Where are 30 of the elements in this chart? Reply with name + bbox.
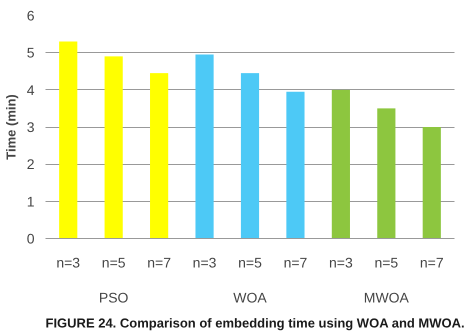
y-axis-title: Time (min) [4,94,19,160]
bar [240,73,260,238]
x-tick-label: n=7 [420,254,444,270]
text: PSO [98,290,129,306]
bar [286,92,305,238]
x-tick-label: n=5 [102,254,126,270]
y-tick-label: 0 [26,230,35,246]
bar [104,56,123,238]
y-tick-label: 4 [26,82,35,98]
x-tick-label: n=5 [374,254,398,270]
x-tick-label: n=3 [56,254,80,270]
y-tick-label: 1 [26,193,35,210]
x-tick-label: n=5 [238,254,262,270]
x-tick-label: n=3 [329,254,353,270]
y-tick-label: 5 [26,44,35,61]
bar [150,73,168,238]
y-tick-label: 3 [26,119,35,135]
bar [377,108,396,238]
bar [332,90,350,238]
x-tick-label: n=7 [284,254,308,270]
text: WOA [233,290,268,306]
y-tick-label: 6 [26,8,35,24]
bar [422,127,441,238]
x-tick-label: n=7 [147,254,172,270]
x-tick-label: n=3 [192,254,217,270]
y-tick-label: 2 [26,156,35,172]
caption: FIGURE 24. Comparison of embedding time using WOA and MWOA. [46,316,465,330]
bar [195,54,214,238]
bar [59,42,78,238]
text: MWOA [364,290,410,306]
